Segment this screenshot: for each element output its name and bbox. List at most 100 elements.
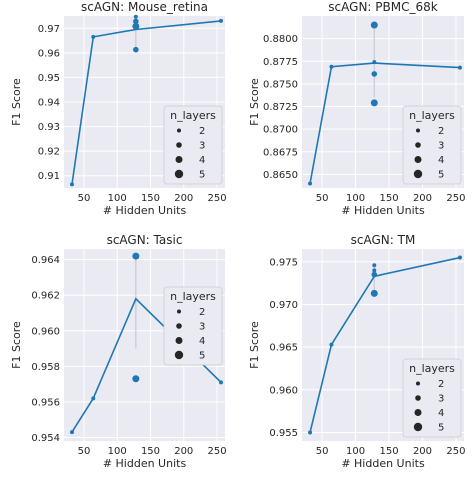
legend-title: n_layers [409,109,455,122]
y-tick-label: 0.954 [31,433,60,444]
legend-marker [415,142,421,148]
legend-label: 5 [199,351,205,362]
y-tick-label: 0.8650 [263,170,298,181]
y-tick-label: 0.95 [38,73,60,84]
data-point [329,342,334,347]
x-tick-label: 150 [379,446,398,457]
legend-marker [175,337,183,344]
x-tick-label: 50 [316,446,329,457]
legend-label: 4 [438,408,444,419]
legend: n_layers 2 3 4 5 [402,358,462,438]
data-point [372,268,377,273]
chart-title: scAGN: Mouse_retina [81,0,208,14]
legend-marker [174,350,184,360]
y-tick-label: 0.970 [269,300,298,311]
y-tick-label: 0.8775 [263,57,298,68]
data-point [91,34,96,39]
y-tick-label: 0.962 [31,291,60,302]
y-axis-label: F1 Score [248,78,261,126]
data-point [132,22,140,30]
x-tick-label: 100 [346,193,365,204]
legend-label: 3 [199,322,205,333]
data-point [132,375,140,383]
legend-marker [416,128,420,133]
data-point [457,255,462,260]
y-tick-label: 0.8800 [263,34,298,45]
y-tick-label: 0.975 [269,257,298,268]
data-point [69,430,74,435]
y-tick-label: 0.8700 [263,125,298,136]
legend-marker [177,128,181,133]
y-tick-label: 0.960 [31,326,60,337]
y-tick-label: 0.92 [38,147,60,158]
data-point [372,263,377,268]
legend-box [163,286,223,366]
x-tick-label: 200 [413,193,432,204]
y-tick-label: 0.958 [31,362,60,373]
legend-marker [413,169,423,179]
legend-marker [174,169,184,179]
data-point [371,71,378,77]
legend-marker [415,395,421,401]
legend-label: 5 [438,170,444,181]
x-tick-label: 250 [207,446,226,457]
data-point [329,64,334,69]
y-tick-label: 0.94 [38,98,60,109]
legend-box [402,105,462,185]
data-point [370,21,378,29]
x-tick-label: 200 [174,446,193,457]
legend-marker [414,409,422,416]
legend-label: 2 [438,126,444,137]
data-point [308,181,313,186]
data-point [371,271,378,278]
y-tick-label: 0.97 [38,24,60,35]
x-axis-label: # Hidden Units [103,457,187,470]
legend-label: 5 [438,423,444,434]
x-tick-label: 250 [446,446,465,457]
y-tick-label: 0.960 [269,385,298,396]
legend-title: n_layers [409,362,455,375]
x-tick-label: 100 [108,446,127,457]
y-tick-label: 0.8750 [263,79,298,90]
data-point [457,65,462,70]
y-tick-label: 0.964 [31,255,60,266]
legend-label: 2 [199,126,205,137]
x-tick-label: 250 [207,193,226,204]
data-point [308,430,313,435]
y-tick-label: 0.91 [38,171,60,182]
data-point [133,18,139,25]
legend-box [163,105,223,185]
data-point [370,289,378,297]
y-tick-label: 0.965 [269,343,298,354]
y-tick-label: 0.955 [269,428,298,439]
y-axis-label: F1 Score [10,78,23,126]
data-point [372,60,377,65]
x-tick-label: 150 [379,193,398,204]
data-point [133,14,138,19]
legend-marker [414,156,422,163]
x-tick-label: 100 [346,446,365,457]
x-axis-label: # Hidden Units [103,204,187,217]
chart-title: scAGN: TM [351,233,416,247]
series-line [309,256,461,433]
legend-label: 4 [199,155,205,166]
legend-marker [176,142,182,148]
legend-title: n_layers [170,109,216,122]
x-tick-label: 150 [141,446,160,457]
x-axis-label: # Hidden Units [341,204,425,217]
y-tick-label: 0.93 [38,122,60,133]
x-tick-label: 250 [446,193,465,204]
x-tick-label: 150 [141,193,160,204]
subplot-4: 50 100 150 200 250 0.955 0.960 0.965 0.970 0.975 s… [248,233,466,470]
y-tick-label: 0.96 [38,48,60,59]
legend-title: n_layers [170,290,216,303]
legend-box [402,358,462,438]
legend-marker [176,323,182,329]
legend-marker [177,309,181,314]
y-tick-label: 0.956 [31,397,60,408]
x-tick-label: 50 [316,193,329,204]
x-tick-label: 200 [174,193,193,204]
legend-marker [175,156,183,163]
chart-title: scAGN: Tasic [107,233,183,247]
